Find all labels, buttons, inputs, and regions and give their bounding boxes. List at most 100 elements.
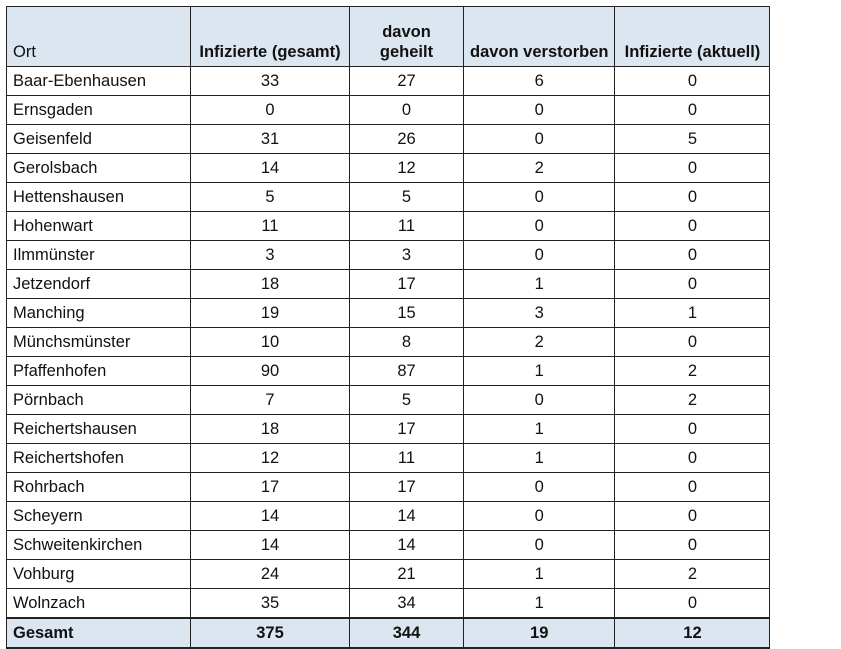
table-row: Baar-Ebenhausen 33 27 6 0: [6, 66, 771, 96]
total-geheilt: 344: [349, 617, 464, 649]
cell-ort: Münchsmünster: [6, 327, 191, 357]
table-row: Reichertshofen 12 11 1 0: [6, 443, 771, 473]
cell-infizierte-aktuell: 0: [614, 327, 771, 357]
cell-davon-geheilt: 14: [349, 501, 464, 531]
cell-infizierte-aktuell: 0: [614, 269, 771, 299]
table-row: Rohrbach 17 17 0 0: [6, 472, 771, 502]
cell-infizierte-aktuell: 0: [614, 95, 771, 125]
cell-davon-geheilt: 8: [349, 327, 464, 357]
table-row: Pörnbach 7 5 0 2: [6, 385, 771, 415]
cell-infizierte-gesamt: 14: [190, 153, 350, 183]
table-row: Gerolsbach 14 12 2 0: [6, 153, 771, 183]
cell-davon-verstorben: 1: [462, 269, 616, 299]
cell-davon-geheilt: 17: [349, 269, 464, 299]
cell-davon-geheilt: 11: [349, 443, 464, 473]
cell-davon-verstorben: 0: [462, 472, 616, 502]
cell-infizierte-aktuell: 0: [614, 472, 771, 502]
cell-infizierte-gesamt: 14: [190, 501, 350, 531]
cell-ort: Vohburg: [6, 559, 191, 589]
cell-infizierte-gesamt: 19: [190, 298, 350, 328]
cell-infizierte-aktuell: 2: [614, 385, 771, 415]
cell-davon-geheilt: 15: [349, 298, 464, 328]
cell-ort: Geisenfeld: [6, 124, 191, 154]
cell-infizierte-gesamt: 31: [190, 124, 350, 154]
cell-ort: Gerolsbach: [6, 153, 191, 183]
cell-infizierte-aktuell: 0: [614, 414, 771, 444]
cell-infizierte-gesamt: 18: [190, 414, 350, 444]
cell-infizierte-aktuell: 0: [614, 530, 771, 560]
cell-ort: Reichertshausen: [6, 414, 191, 444]
cell-davon-verstorben: 3: [462, 298, 616, 328]
table-row: Schweitenkirchen 14 14 0 0: [6, 530, 771, 560]
cell-davon-verstorben: 0: [462, 385, 616, 415]
cell-davon-geheilt: 34: [349, 588, 464, 619]
header-davon-geheilt: davon geheilt: [349, 6, 464, 67]
table-row: Reichertshausen 18 17 1 0: [6, 414, 771, 444]
cell-davon-verstorben: 1: [462, 588, 616, 619]
cell-davon-geheilt: 12: [349, 153, 464, 183]
total-verstorben: 19: [462, 617, 616, 649]
table-row: Hettenshausen 5 5 0 0: [6, 182, 771, 212]
cell-davon-geheilt: 5: [349, 182, 464, 212]
cell-davon-verstorben: 6: [462, 66, 616, 96]
cell-davon-geheilt: 3: [349, 240, 464, 270]
table-row: Pfaffenhofen 90 87 1 2: [6, 356, 771, 386]
cell-davon-geheilt: 17: [349, 414, 464, 444]
cell-davon-geheilt: 11: [349, 211, 464, 241]
cell-davon-verstorben: 1: [462, 443, 616, 473]
cell-infizierte-gesamt: 12: [190, 443, 350, 473]
cell-infizierte-gesamt: 33: [190, 66, 350, 96]
cell-davon-verstorben: 0: [462, 182, 616, 212]
table-row: Scheyern 14 14 0 0: [6, 501, 771, 531]
cell-infizierte-gesamt: 0: [190, 95, 350, 125]
cell-infizierte-gesamt: 90: [190, 356, 350, 386]
header-davon-verstorben: davon verstorben: [462, 6, 616, 67]
cell-davon-geheilt: 21: [349, 559, 464, 589]
cell-davon-verstorben: 2: [462, 327, 616, 357]
cell-ort: Pfaffenhofen: [6, 356, 191, 386]
cell-infizierte-aktuell: 1: [614, 298, 771, 328]
header-infizierte-aktuell: Infizierte (aktuell): [614, 6, 771, 67]
cell-davon-verstorben: 2: [462, 153, 616, 183]
cell-davon-verstorben: 0: [462, 124, 616, 154]
table-body: Baar-Ebenhausen 33 27 6 0 Ernsgaden 0 0 0 0 Geisen…: [6, 66, 771, 619]
table-row: Vohburg 24 21 1 2: [6, 559, 771, 589]
table-row: Ilmmünster 3 3 0 0: [6, 240, 771, 270]
cell-ort: Reichertshofen: [6, 443, 191, 473]
cell-ort: Schweitenkirchen: [6, 530, 191, 560]
cell-infizierte-gesamt: 7: [190, 385, 350, 415]
cell-ort: Ilmmünster: [6, 240, 191, 270]
cell-davon-verstorben: 0: [462, 240, 616, 270]
cell-infizierte-gesamt: 14: [190, 530, 350, 560]
cell-infizierte-gesamt: 35: [190, 588, 350, 619]
cell-ort: Manching: [6, 298, 191, 328]
cell-ort: Rohrbach: [6, 472, 191, 502]
cell-infizierte-aktuell: 2: [614, 559, 771, 589]
header-davon-geheilt-line2: geheilt: [379, 43, 434, 61]
cell-infizierte-gesamt: 3: [190, 240, 350, 270]
cell-davon-verstorben: 1: [462, 356, 616, 386]
cell-infizierte-gesamt: 11: [190, 211, 350, 241]
cell-ort: Jetzendorf: [6, 269, 191, 299]
cell-ort: Baar-Ebenhausen: [6, 66, 191, 96]
table-row: Hohenwart 11 11 0 0: [6, 211, 771, 241]
cell-davon-geheilt: 5: [349, 385, 464, 415]
cell-davon-verstorben: 1: [462, 559, 616, 589]
cell-infizierte-gesamt: 10: [190, 327, 350, 357]
cell-infizierte-aktuell: 0: [614, 182, 771, 212]
cell-ort: Hohenwart: [6, 211, 191, 241]
cell-ort: Ernsgaden: [6, 95, 191, 125]
cell-infizierte-aktuell: 0: [614, 501, 771, 531]
cell-infizierte-aktuell: 5: [614, 124, 771, 154]
cell-davon-geheilt: 0: [349, 95, 464, 125]
cell-infizierte-aktuell: 2: [614, 356, 771, 386]
cell-davon-geheilt: 27: [349, 66, 464, 96]
header-infizierte-gesamt: Infizierte (gesamt): [190, 6, 350, 67]
cell-davon-geheilt: 26: [349, 124, 464, 154]
header-davon-geheilt-line1: davon: [382, 23, 431, 41]
cell-infizierte-gesamt: 18: [190, 269, 350, 299]
cell-infizierte-aktuell: 0: [614, 66, 771, 96]
cell-davon-geheilt: 17: [349, 472, 464, 502]
total-label: Gesamt: [6, 617, 191, 649]
cell-infizierte-aktuell: 0: [614, 211, 771, 241]
